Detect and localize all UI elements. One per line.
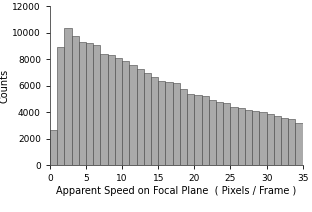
Bar [209, 100, 216, 165]
Bar [238, 108, 245, 165]
Bar [187, 94, 194, 165]
Bar [245, 110, 252, 165]
Bar [129, 65, 137, 165]
Y-axis label: Counts: Counts [0, 69, 9, 103]
Bar [93, 45, 100, 165]
Bar [50, 130, 57, 165]
Bar [173, 83, 180, 165]
Bar [231, 107, 238, 165]
Bar [100, 54, 108, 165]
Bar [71, 36, 79, 165]
Bar [165, 82, 173, 165]
Bar [144, 73, 151, 165]
Bar [79, 42, 86, 165]
Bar [281, 118, 288, 165]
Bar [295, 123, 303, 165]
Bar [288, 119, 295, 165]
Bar [108, 55, 115, 165]
Bar [86, 43, 93, 165]
Bar [259, 112, 266, 165]
Bar [151, 77, 158, 165]
Bar [223, 103, 231, 165]
Bar [252, 111, 259, 165]
Bar [180, 89, 187, 165]
Bar [137, 69, 144, 165]
Bar [57, 47, 64, 165]
Bar [194, 95, 202, 165]
Bar [274, 116, 281, 165]
Bar [216, 102, 223, 165]
Bar [158, 81, 165, 165]
Bar [202, 96, 209, 165]
Bar [122, 61, 129, 165]
Bar [115, 58, 122, 165]
Bar [64, 28, 71, 165]
X-axis label: Apparent Speed on Focal Plane  ( Pixels / Frame ): Apparent Speed on Focal Plane ( Pixels /… [56, 186, 296, 196]
Bar [266, 114, 274, 165]
